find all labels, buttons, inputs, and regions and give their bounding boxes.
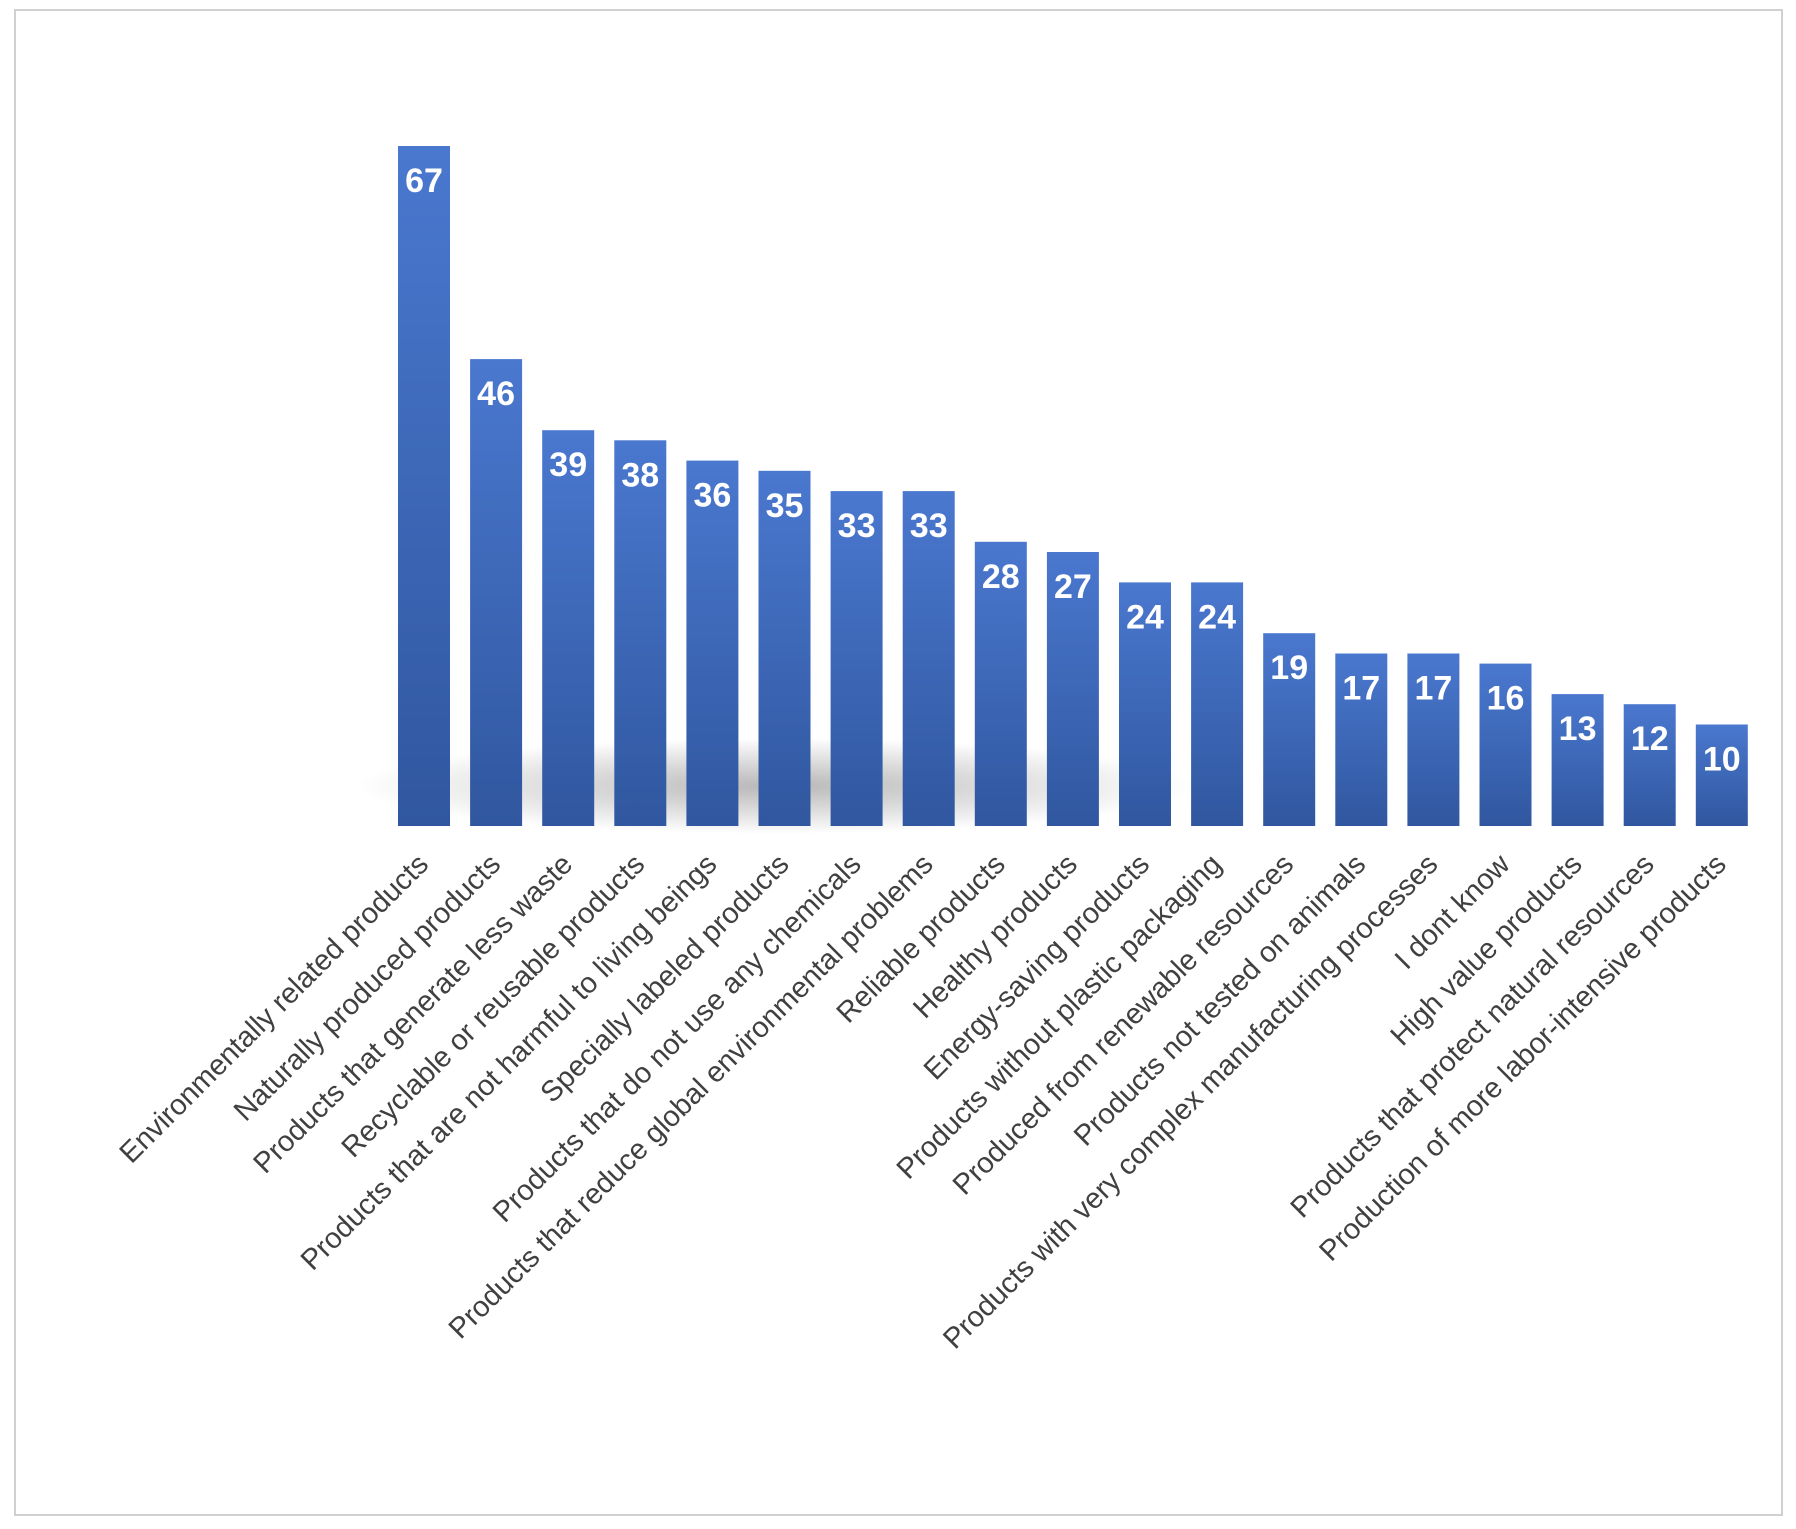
bar-19	[1695, 724, 1748, 826]
bar-value-label: 24	[1126, 598, 1164, 636]
bar-12	[1191, 582, 1244, 826]
bar-7	[830, 491, 883, 826]
bar-2	[470, 359, 523, 826]
bar-8	[902, 491, 955, 826]
bar-15	[1407, 653, 1460, 826]
bar-chart: 67 46 39 38 36 35 33 33 28 27 24 24 19 17 17 16 13 12 10 E…	[114, 146, 1748, 1356]
bar-value-label: 36	[693, 477, 731, 515]
bar-value-label: 19	[1270, 649, 1308, 687]
bar-value-label: 10	[1703, 741, 1741, 779]
bar-value-label: 38	[621, 456, 659, 494]
bar-value-label: 17	[1414, 670, 1452, 708]
bar-4	[614, 440, 667, 826]
bar-value-label: 16	[1487, 680, 1525, 718]
category-labels-layer: Environmentally related productsNaturall…	[114, 848, 1733, 1356]
bar-value-label: 33	[838, 507, 876, 545]
bar-value-label: 12	[1631, 720, 1669, 758]
bars-layer: 67 46 39 38 36 35 33 33 28 27 24 24 19 17 17 16 13 12 10	[398, 146, 1748, 826]
bar-value-label: 67	[405, 162, 443, 200]
bar-value-label: 24	[1198, 598, 1236, 636]
bar-14	[1335, 653, 1388, 826]
bar-value-label: 17	[1342, 670, 1380, 708]
bar-17	[1551, 694, 1604, 826]
bar-value-label: 46	[477, 375, 515, 413]
bar-value-label: 28	[982, 558, 1020, 596]
bar-9	[974, 541, 1027, 826]
bar-16	[1479, 663, 1532, 826]
bar-value-label: 13	[1559, 710, 1597, 748]
chart-frame: 67 46 39 38 36 35 33 33 28 27 24 24 19 17 17 16 13 12 10 E…	[14, 9, 1783, 1516]
category-label: Products that generate less waste	[248, 848, 580, 1180]
bar-5	[686, 460, 739, 826]
bar-value-label: 27	[1054, 568, 1092, 606]
bar-10	[1046, 552, 1099, 826]
bar-3	[542, 430, 595, 826]
bar-value-label: 33	[910, 507, 948, 545]
bar-1	[398, 146, 450, 826]
bar-value-label: 39	[549, 446, 587, 484]
bar-13	[1263, 633, 1316, 826]
bar-18	[1623, 704, 1676, 826]
bar-value-label: 35	[766, 487, 804, 525]
bar-11	[1119, 582, 1171, 826]
bar-6	[758, 470, 811, 826]
